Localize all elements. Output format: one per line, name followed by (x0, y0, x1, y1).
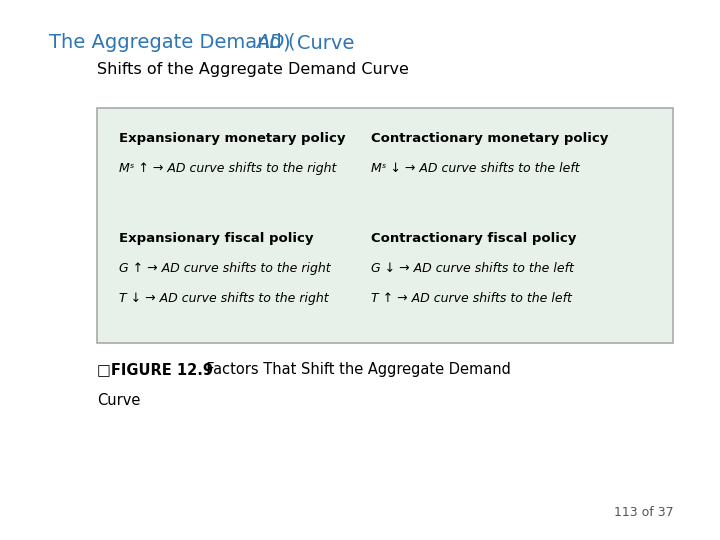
Text: Expansionary monetary policy: Expansionary monetary policy (119, 132, 346, 145)
Text: Factors That Shift the Aggregate Demand: Factors That Shift the Aggregate Demand (197, 362, 510, 377)
Text: Contractionary fiscal policy: Contractionary fiscal policy (371, 232, 576, 245)
Text: Mˢ ↑ → AD curve shifts to the right: Mˢ ↑ → AD curve shifts to the right (119, 162, 336, 175)
Text: G ↑ → AD curve shifts to the right: G ↑ → AD curve shifts to the right (119, 262, 330, 275)
Text: Shifts of the Aggregate Demand Curve: Shifts of the Aggregate Demand Curve (97, 62, 409, 77)
Text: Mˢ ↓ → AD curve shifts to the left: Mˢ ↓ → AD curve shifts to the left (371, 162, 580, 175)
Text: T ↓ → AD curve shifts to the right: T ↓ → AD curve shifts to the right (119, 292, 328, 305)
Text: The Aggregate Demand (: The Aggregate Demand ( (49, 33, 295, 52)
Text: Contractionary monetary policy: Contractionary monetary policy (371, 132, 608, 145)
Text: G ↓ → AD curve shifts to the left: G ↓ → AD curve shifts to the left (371, 262, 574, 275)
Text: □FIGURE 12.9: □FIGURE 12.9 (97, 362, 213, 377)
Text: Expansionary fiscal policy: Expansionary fiscal policy (119, 232, 313, 245)
Text: Curve: Curve (97, 393, 140, 408)
Text: AD: AD (256, 33, 284, 52)
Text: ) Curve: ) Curve (283, 33, 354, 52)
Text: T ↑ → AD curve shifts to the left: T ↑ → AD curve shifts to the left (371, 292, 572, 305)
Text: 113 of 37: 113 of 37 (613, 507, 673, 519)
